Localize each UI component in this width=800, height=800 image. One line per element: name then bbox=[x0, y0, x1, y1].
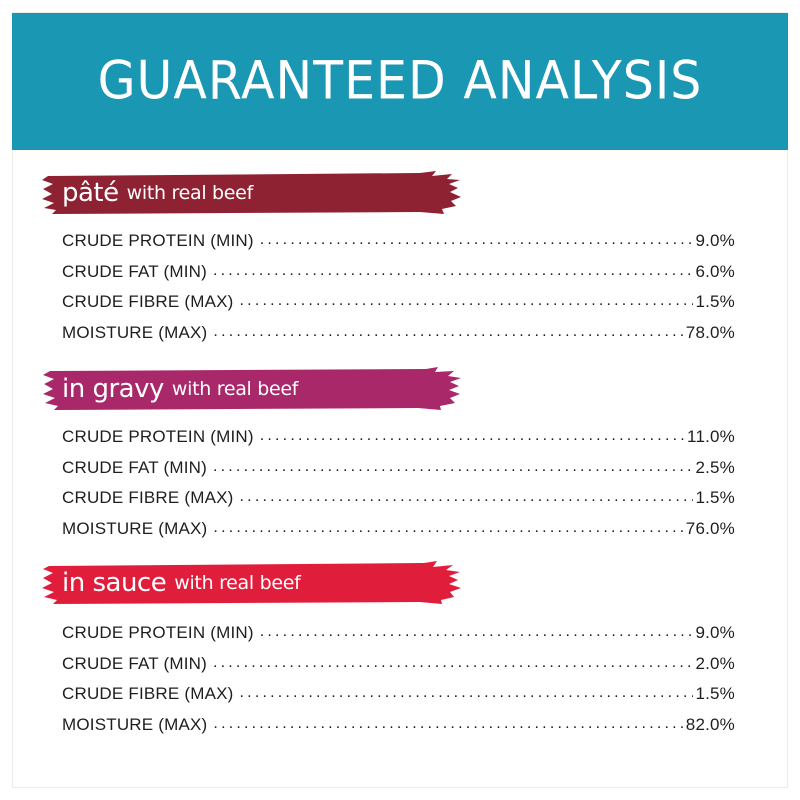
nutrient-value: 82.0% bbox=[685, 714, 735, 734]
nutrient-value: 11.0% bbox=[687, 427, 735, 447]
dot-leader bbox=[213, 519, 683, 537]
analysis-row: CRUDE PROTEIN (MIN) 11.0% bbox=[62, 422, 735, 453]
flavor-banner-sauce: in sauce with real beef bbox=[40, 560, 464, 606]
flavor-title-pate: pâté with real beef bbox=[62, 170, 253, 216]
header-banner: GUARANTEED ANALYSIS bbox=[12, 13, 788, 150]
analysis-row: CRUDE FIBRE (MAX) 1.5% bbox=[62, 287, 735, 318]
flavor-banner-pate: pâté with real beef bbox=[40, 170, 464, 216]
dot-leader bbox=[240, 488, 694, 506]
flavor-subtitle: with real beef bbox=[171, 378, 299, 400]
brush-stroke-shape bbox=[43, 367, 461, 410]
nutrient-value: 76.0% bbox=[685, 518, 735, 538]
nutrient-label: MOISTURE (MAX) bbox=[62, 518, 208, 538]
nutrient-value: 1.5% bbox=[695, 684, 735, 704]
flavor-name: in sauce bbox=[62, 568, 167, 598]
nutrient-label: MOISTURE (MAX) bbox=[62, 714, 208, 734]
analysis-row: CRUDE FAT (MIN) 2.0% bbox=[62, 649, 735, 680]
nutrient-value: 2.5% bbox=[695, 457, 735, 477]
analysis-list-pate: CRUDE PROTEIN (MIN) 9.0% CRUDE FAT (MIN) 6… bbox=[62, 226, 735, 348]
analysis-row: MOISTURE (MAX) 82.0% bbox=[62, 710, 735, 741]
dot-leader bbox=[213, 458, 693, 476]
nutrient-value: 1.5% bbox=[695, 292, 735, 312]
page-title: GUARANTEED ANALYSIS bbox=[97, 49, 703, 112]
dot-leader bbox=[213, 715, 683, 733]
flavor-title-sauce: in sauce with real beef bbox=[62, 560, 301, 606]
flavor-banner-gravy: in gravy with real beef bbox=[40, 366, 464, 412]
nutrient-value: 9.0% bbox=[695, 623, 735, 643]
analysis-row: CRUDE FAT (MIN) 2.5% bbox=[62, 453, 735, 484]
analysis-row: CRUDE PROTEIN (MIN) 9.0% bbox=[62, 226, 735, 257]
flavor-subtitle: with real beef bbox=[174, 572, 301, 594]
analysis-row: CRUDE FAT (MIN) 6.0% bbox=[62, 257, 735, 288]
nutrient-value: 2.0% bbox=[695, 653, 735, 673]
brush-stroke-shape bbox=[42, 561, 461, 604]
flavor-subtitle: with real beef bbox=[126, 182, 254, 204]
dot-leader bbox=[213, 323, 683, 341]
flavor-name: pâté bbox=[62, 178, 119, 208]
nutrient-value: 1.5% bbox=[695, 488, 735, 508]
analysis-row: CRUDE PROTEIN (MIN) 9.0% bbox=[62, 618, 735, 649]
analysis-list-sauce: CRUDE PROTEIN (MIN) 9.0% CRUDE FAT (MIN) 2… bbox=[62, 618, 735, 740]
analysis-row: MOISTURE (MAX) 78.0% bbox=[62, 318, 735, 349]
analysis-list-gravy: CRUDE PROTEIN (MIN) 11.0% CRUDE FAT (MIN)… bbox=[62, 422, 735, 544]
nutrient-label: CRUDE PROTEIN (MIN) bbox=[62, 427, 254, 447]
nutrient-label: CRUDE FIBRE (MAX) bbox=[62, 684, 234, 704]
dot-leader bbox=[260, 427, 685, 445]
flavor-name: in gravy bbox=[62, 374, 164, 404]
nutrient-label: CRUDE FIBRE (MAX) bbox=[62, 292, 234, 312]
dot-leader bbox=[213, 262, 693, 280]
dot-leader bbox=[240, 292, 694, 310]
nutrient-label: CRUDE PROTEIN (MIN) bbox=[62, 231, 254, 251]
nutrient-value: 9.0% bbox=[695, 231, 735, 251]
nutrient-label: CRUDE FAT (MIN) bbox=[62, 261, 207, 281]
analysis-row: CRUDE FIBRE (MAX) 1.5% bbox=[62, 679, 735, 710]
nutrient-label: CRUDE PROTEIN (MIN) bbox=[62, 623, 254, 643]
analysis-row: CRUDE FIBRE (MAX) 1.5% bbox=[62, 483, 735, 514]
nutrient-label: CRUDE FAT (MIN) bbox=[62, 653, 207, 673]
panel-border bbox=[12, 12, 788, 788]
nutrient-label: CRUDE FIBRE (MAX) bbox=[62, 488, 234, 508]
dot-leader bbox=[240, 684, 694, 702]
nutrient-label: MOISTURE (MAX) bbox=[62, 322, 208, 342]
nutrient-label: CRUDE FAT (MIN) bbox=[62, 457, 207, 477]
dot-leader bbox=[260, 623, 694, 641]
brush-stroke-shape bbox=[42, 171, 461, 214]
flavor-title-gravy: in gravy with real beef bbox=[62, 366, 299, 412]
dot-leader bbox=[260, 231, 694, 249]
dot-leader bbox=[213, 654, 693, 672]
analysis-row: MOISTURE (MAX) 76.0% bbox=[62, 514, 735, 545]
nutrient-value: 78.0% bbox=[685, 322, 735, 342]
nutrient-value: 6.0% bbox=[695, 261, 735, 281]
